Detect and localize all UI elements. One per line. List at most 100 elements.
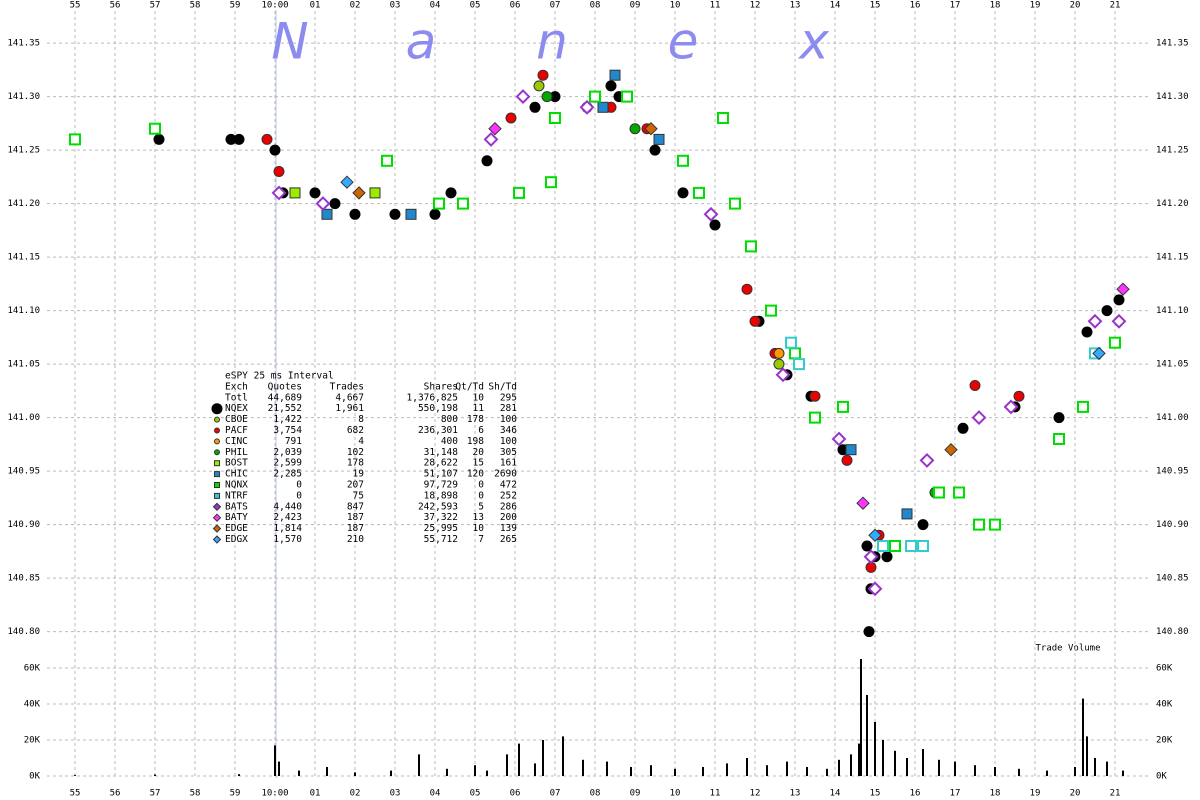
volume-bar bbox=[1082, 698, 1084, 776]
trade-marker bbox=[309, 187, 321, 199]
volume-tick-label: 0K bbox=[29, 772, 40, 782]
trade-marker bbox=[765, 304, 777, 317]
volume-bar bbox=[354, 772, 356, 776]
legend-cell: 10 bbox=[473, 523, 485, 534]
legend-cell: 1,814 bbox=[273, 523, 302, 534]
trade-marker bbox=[212, 513, 222, 522]
trade-marker bbox=[933, 486, 945, 499]
x-tick-label: 58 bbox=[190, 789, 201, 799]
volume-bar bbox=[906, 758, 908, 776]
volume-bar bbox=[806, 767, 808, 776]
volume-bar bbox=[486, 770, 488, 776]
legend-cell: 4,667 bbox=[335, 392, 364, 403]
y-tick-label: 141.10 bbox=[7, 306, 40, 316]
legend-cell: 187 bbox=[347, 512, 364, 523]
y-tick-label: 141.20 bbox=[1156, 199, 1189, 209]
trade-marker bbox=[649, 144, 661, 156]
x-tick-label: 08 bbox=[590, 789, 601, 799]
legend-cell: 2,599 bbox=[273, 458, 302, 469]
trade-marker bbox=[369, 187, 381, 199]
legend-cell: 5 bbox=[478, 501, 484, 512]
trade-marker bbox=[315, 196, 331, 212]
legend-cell: 37,322 bbox=[424, 512, 458, 523]
volume-bar bbox=[674, 768, 676, 776]
volume-bar bbox=[274, 745, 276, 776]
volume-tick-label: 40K bbox=[24, 700, 41, 710]
legend-cell: 400 bbox=[441, 436, 458, 447]
x-tick-label: 09 bbox=[630, 1, 641, 11]
watermark-letter: a bbox=[406, 13, 437, 71]
legend-cell: 4 bbox=[358, 436, 364, 447]
legend-cell: Totl bbox=[225, 392, 248, 403]
volume-bar bbox=[786, 761, 788, 776]
x-tick-label: 03 bbox=[390, 1, 401, 11]
legend-cell: 800 bbox=[441, 414, 458, 425]
trade-marker bbox=[917, 519, 929, 531]
trade-marker bbox=[214, 482, 220, 488]
y-tick-label: 141.20 bbox=[7, 199, 40, 209]
trade-marker bbox=[1101, 305, 1113, 317]
y-tick-label: 141.30 bbox=[1156, 92, 1189, 102]
trade-marker bbox=[445, 187, 457, 199]
trade-marker bbox=[405, 208, 417, 220]
x-tick-label: 08 bbox=[590, 1, 601, 11]
x-tick-label: 19 bbox=[1030, 789, 1041, 799]
legend-cell: 3,754 bbox=[273, 425, 302, 436]
trade-marker bbox=[863, 626, 875, 638]
legend-header: Shares bbox=[424, 381, 458, 392]
trade-marker bbox=[741, 283, 753, 295]
volume-bar bbox=[1122, 770, 1124, 776]
legend-cell: 187 bbox=[347, 523, 364, 534]
volume-title: Trade Volume bbox=[1035, 644, 1100, 654]
y-tick-label: 140.95 bbox=[7, 467, 40, 477]
legend-cell: 139 bbox=[500, 523, 517, 534]
volume-bar bbox=[630, 767, 632, 776]
volume-tick-label: 20K bbox=[1156, 736, 1173, 746]
trade-marker bbox=[1116, 282, 1130, 296]
volume-bar bbox=[562, 736, 564, 776]
trade-marker bbox=[775, 367, 791, 383]
x-tick-label: 18 bbox=[990, 789, 1001, 799]
legend-cell: 2690 bbox=[494, 469, 517, 480]
trade-marker bbox=[1053, 412, 1065, 424]
volume-bar bbox=[518, 743, 520, 776]
volume-bar bbox=[1094, 758, 1096, 776]
y-tick-label: 140.95 bbox=[1156, 467, 1189, 477]
trade-marker bbox=[483, 131, 499, 147]
legend-cell: 0 bbox=[478, 490, 484, 501]
trade-marker bbox=[149, 122, 161, 135]
trade-marker bbox=[845, 444, 857, 456]
trade-marker bbox=[429, 208, 441, 220]
legend-cell: 55,712 bbox=[424, 534, 458, 545]
trade-marker bbox=[867, 581, 883, 597]
trade-marker bbox=[837, 400, 849, 413]
trade-marker bbox=[1077, 400, 1089, 413]
trade-marker bbox=[589, 90, 601, 103]
volume-bar bbox=[1086, 736, 1088, 776]
trade-marker bbox=[953, 486, 965, 499]
volume-bar bbox=[882, 740, 884, 776]
trade-marker bbox=[629, 123, 641, 135]
legend-cell: 286 bbox=[500, 501, 517, 512]
y-tick-label: 141.30 bbox=[7, 92, 40, 102]
trade-marker bbox=[214, 427, 220, 434]
x-tick-label: 09 bbox=[630, 789, 641, 799]
legend-cell: 236,301 bbox=[418, 425, 458, 436]
legend-cell: 200 bbox=[500, 512, 517, 523]
trade-marker bbox=[269, 144, 281, 156]
trade-marker bbox=[729, 197, 741, 210]
legend-cell: 100 bbox=[500, 436, 517, 447]
volume-tick-label: 20K bbox=[24, 736, 41, 746]
legend-cell: 11 bbox=[473, 403, 485, 414]
trade-marker bbox=[1003, 399, 1019, 415]
trade-marker bbox=[773, 347, 785, 359]
trade-marker bbox=[214, 438, 220, 445]
trade-marker bbox=[605, 80, 617, 92]
y-tick-label: 141.00 bbox=[1156, 413, 1189, 423]
x-tick-label: 55 bbox=[70, 1, 81, 11]
volume-bar bbox=[542, 740, 544, 776]
volume-bar bbox=[860, 659, 862, 776]
trade-marker bbox=[677, 187, 689, 199]
